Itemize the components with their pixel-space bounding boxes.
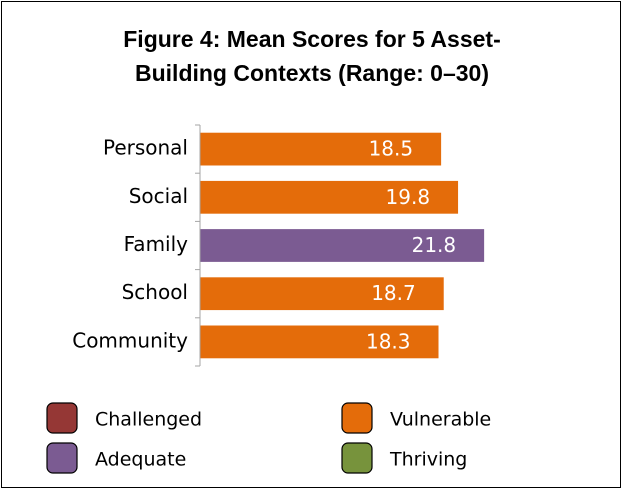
value-label: 21.8 — [412, 233, 457, 257]
value-label: 18.5 — [369, 137, 414, 161]
value-label: 18.3 — [366, 329, 411, 353]
bar — [200, 277, 444, 311]
bar — [200, 325, 439, 359]
y-tick-label: Social — [129, 184, 188, 208]
title-box: Figure 4: Mean Scores for 5 Asset-Buildi… — [0, 22, 624, 90]
legend-label: Thriving — [389, 449, 467, 471]
chart-title: Figure 4: Mean Scores for 5 Asset-Buildi… — [123, 26, 501, 86]
bar — [200, 180, 459, 214]
y-tick-label: School — [122, 280, 188, 304]
value-label: 19.8 — [386, 185, 431, 209]
legend-swatch — [46, 402, 78, 434]
legend-label: Adequate — [95, 449, 186, 471]
legend-label: Challenged — [95, 409, 202, 431]
y-tick-label: Personal — [103, 136, 188, 160]
legend-label: Vulnerable — [390, 409, 491, 431]
y-tick-label: Community — [72, 328, 188, 352]
value-label: 18.7 — [371, 281, 416, 305]
legend-swatch — [46, 442, 78, 474]
legend-swatch — [341, 442, 373, 474]
bar — [200, 229, 485, 262]
y-tick-label: Family — [124, 232, 189, 256]
bar — [200, 132, 442, 166]
legend-swatch — [341, 402, 373, 434]
